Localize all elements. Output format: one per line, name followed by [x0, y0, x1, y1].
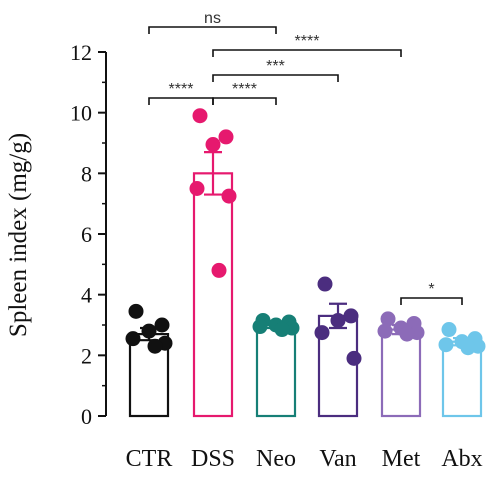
- significance-bracket: [212, 49, 402, 57]
- significance-label: ****: [232, 81, 257, 98]
- y-tick-label: 12: [70, 40, 92, 65]
- x-label-neo: Neo: [256, 446, 296, 472]
- significance-bracket: [400, 297, 463, 305]
- data-point: [205, 137, 221, 153]
- data-point: [141, 323, 157, 339]
- y-axis: 0 2 4 6 8 10 12: [70, 40, 107, 429]
- bar-dss: [192, 172, 234, 418]
- bar-met: [380, 328, 422, 418]
- x-label-met: Met: [382, 446, 421, 472]
- x-label-dss: DSS: [191, 446, 235, 472]
- data-point: [189, 181, 205, 196]
- data-point: [330, 312, 346, 328]
- data-point: [125, 331, 141, 347]
- y-axis-title: Spleen index (mg/g): [5, 133, 32, 337]
- data-point: [211, 262, 227, 278]
- y-tick-label: 2: [81, 343, 92, 368]
- data-point: [221, 188, 237, 204]
- y-tick-label: 6: [81, 222, 92, 247]
- bar-neo: [255, 323, 297, 418]
- significance-label: *: [428, 281, 434, 298]
- data-point: [460, 340, 476, 356]
- data-point: [377, 323, 393, 339]
- data-point: [438, 337, 454, 353]
- data-point: [218, 129, 234, 145]
- significance-label: ns: [204, 10, 221, 27]
- significance-bracket: [212, 74, 339, 82]
- significance-brackets: ns*********** *****: [148, 10, 463, 305]
- data-point: [128, 303, 144, 319]
- y-tick-label: 10: [70, 101, 92, 126]
- x-axis-labels: CTR DSS Neo Van Met Abx: [126, 446, 483, 472]
- significance-bracket: [148, 26, 277, 34]
- significance-bracket: [148, 97, 214, 105]
- significance-bracket: [212, 97, 277, 105]
- data-point: [192, 108, 208, 124]
- data-point: [346, 350, 362, 366]
- data-point: [147, 338, 163, 354]
- significance-label: ****: [169, 81, 194, 98]
- data-points: [125, 108, 486, 366]
- data-point: [252, 319, 268, 335]
- data-point: [441, 322, 457, 338]
- data-point: [343, 308, 359, 324]
- x-label-abx: Abx: [441, 446, 482, 472]
- y-tick-label: 0: [81, 404, 92, 429]
- data-point: [154, 317, 170, 333]
- y-tick-label: 8: [81, 161, 92, 186]
- data-point: [314, 325, 330, 341]
- significance-label: ***: [266, 58, 285, 75]
- data-point: [274, 322, 290, 338]
- significance-label: ****: [295, 33, 320, 50]
- y-tick-label: 4: [81, 283, 92, 308]
- x-label-van: Van: [319, 446, 356, 472]
- data-point: [317, 276, 333, 292]
- data-point: [399, 326, 415, 342]
- x-label-ctr: CTR: [126, 446, 173, 472]
- data-point: [380, 311, 396, 327]
